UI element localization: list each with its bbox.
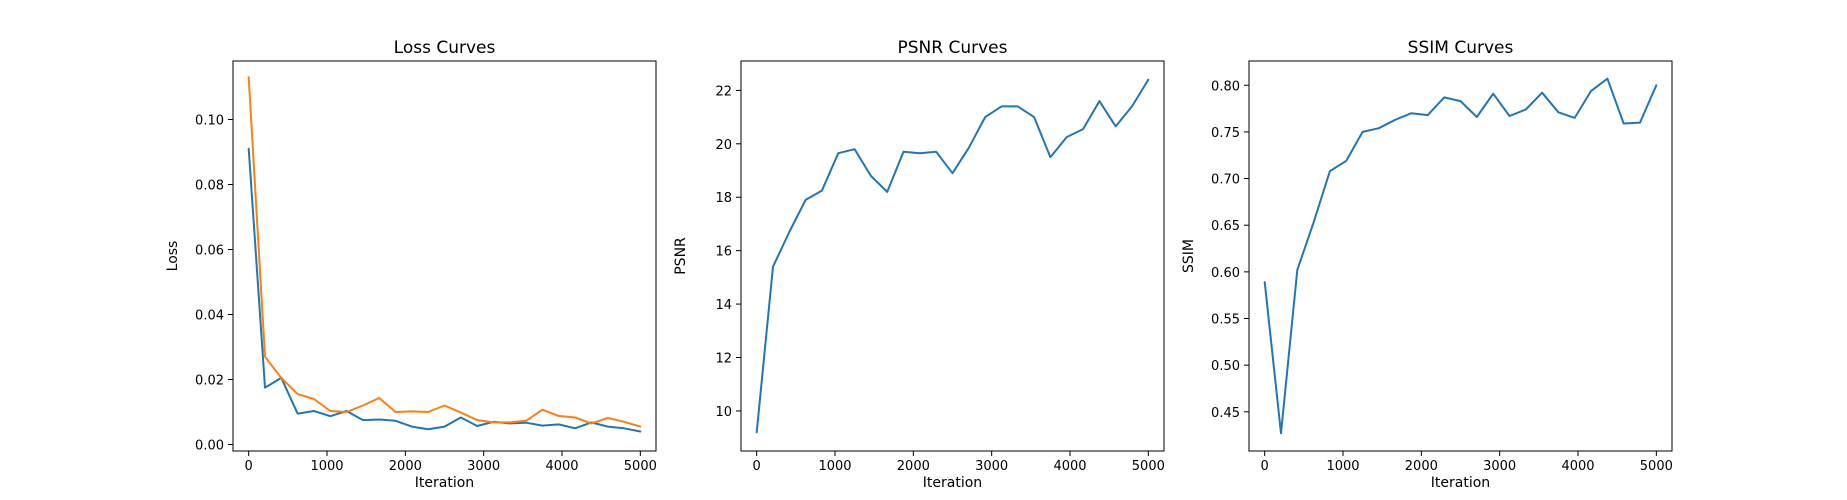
y-tick-label: 0.02 <box>195 374 224 389</box>
x-tick-label: 3000 <box>1483 459 1516 474</box>
x-tick-label: 1000 <box>310 459 343 474</box>
loss-chart: Loss Curves Iteration Loss 0 1000 2000 3000… <box>165 38 657 491</box>
series-line-1 <box>1263 77 1658 435</box>
y-tick-label: 0.06 <box>195 244 224 259</box>
x-tick-label: 1000 <box>818 459 851 474</box>
x-tick-label: 2000 <box>389 459 422 474</box>
series-line-1 <box>755 78 1150 434</box>
chart-title: SSIM Curves <box>1408 38 1514 58</box>
y-tick-label: 0.00 <box>195 439 224 454</box>
psnr-chart: PSNR Curves Iteration PSNR 0 1000 2000 3000… <box>673 38 1165 491</box>
y-axis-label: SSIM <box>1181 239 1197 273</box>
x-tick-label: 0 <box>1261 459 1269 474</box>
y-tick-label: 0.60 <box>1211 266 1240 281</box>
plot-frame <box>1248 60 1673 452</box>
y-tick-label: 0.45 <box>1211 406 1240 421</box>
y-tick-label: 18 <box>715 191 732 206</box>
y-tick-label: 20 <box>715 138 732 153</box>
x-tick-label: 2000 <box>897 459 930 474</box>
y-tick-label: 22 <box>715 84 732 99</box>
x-axis-label: Iteration <box>1431 475 1490 491</box>
x-tick-label: 1000 <box>1326 459 1359 474</box>
y-tick-label: 0.80 <box>1211 79 1240 94</box>
series-line-2 <box>247 76 642 428</box>
x-tick-label: 4000 <box>1561 459 1594 474</box>
y-tick-label: 0.70 <box>1211 173 1240 188</box>
x-tick-label: 3000 <box>975 459 1008 474</box>
x-tick-label: 3000 <box>467 459 500 474</box>
y-tick-label: 0.55 <box>1211 313 1240 328</box>
x-tick-label: 4000 <box>1053 459 1086 474</box>
x-tick-label: 0 <box>245 459 253 474</box>
y-axis-label: Loss <box>165 241 181 272</box>
y-tick-label: 0.50 <box>1211 359 1240 374</box>
y-tick-label: 0.04 <box>195 309 224 324</box>
x-tick-label: 5000 <box>1132 459 1165 474</box>
x-tick-label: 4000 <box>545 459 578 474</box>
y-tick-label: 10 <box>715 405 732 420</box>
plot-frame <box>740 60 1165 452</box>
series-line-1 <box>247 147 642 433</box>
x-tick-label: 5000 <box>1640 459 1673 474</box>
y-tick-label: 0.10 <box>195 114 224 129</box>
x-tick-label: 0 <box>753 459 761 474</box>
plot-frame <box>232 60 657 452</box>
y-axis-label: PSNR <box>673 237 689 275</box>
x-tick-label: 2000 <box>1405 459 1438 474</box>
y-tick-label: 14 <box>715 298 732 313</box>
y-tick-label: 0.65 <box>1211 219 1240 234</box>
x-axis-label: Iteration <box>415 475 474 491</box>
ssim-chart: SSIM Curves Iteration SSIM 0 1000 2000 3000… <box>1181 38 1673 491</box>
chart-title: PSNR Curves <box>898 38 1008 58</box>
y-tick-label: 12 <box>715 352 732 367</box>
x-axis-label: Iteration <box>923 475 982 491</box>
chart-title: Loss Curves <box>394 38 496 58</box>
y-tick-label: 16 <box>715 245 732 260</box>
x-tick-label: 5000 <box>624 459 657 474</box>
y-tick-label: 0.08 <box>195 179 224 194</box>
y-tick-label: 0.75 <box>1211 126 1240 141</box>
